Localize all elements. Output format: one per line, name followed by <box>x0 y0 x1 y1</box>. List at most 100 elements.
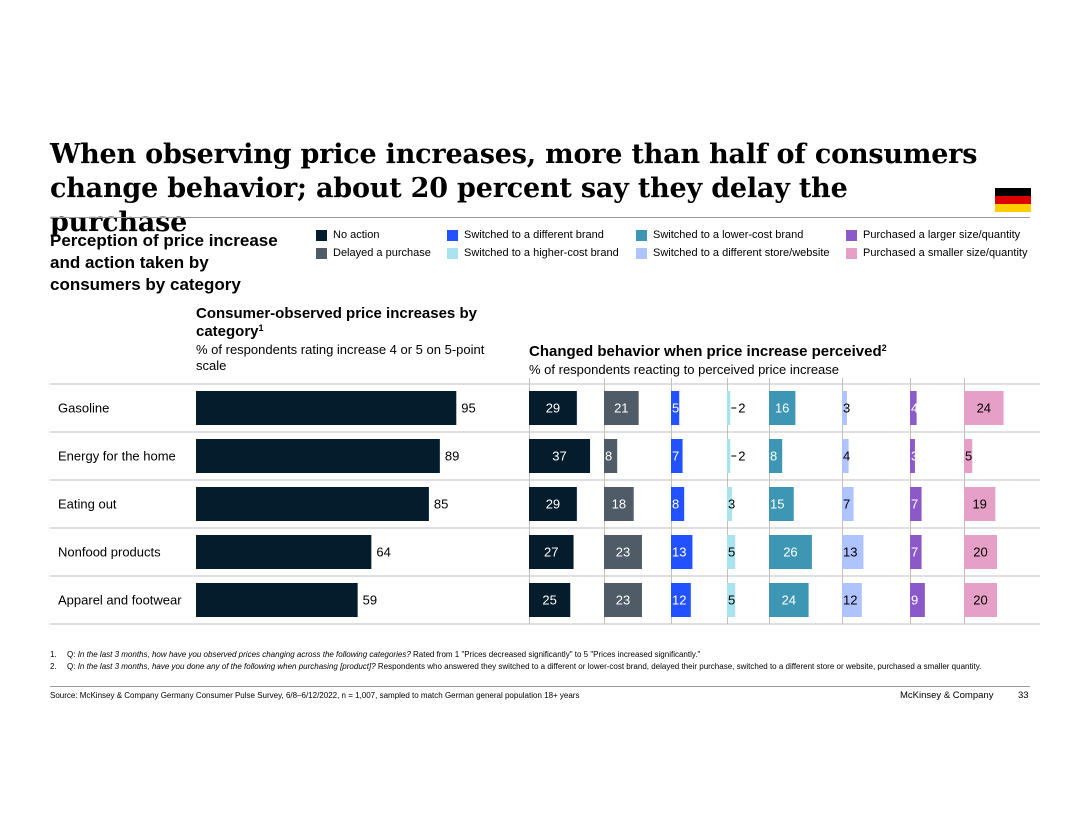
legend-item: Delayed a purchase <box>316 247 431 259</box>
behavior-bar <box>910 439 915 473</box>
behavior-value: 7 <box>911 497 918 512</box>
germany-flag-icon <box>995 188 1031 212</box>
footnote-ref-1: 1 <box>258 323 264 333</box>
behavior-bar <box>604 439 618 473</box>
observed-increase-bar <box>196 583 358 617</box>
behavior-value: 3 <box>843 401 850 416</box>
behavior-bar <box>671 487 685 521</box>
behavior-bar <box>964 583 997 617</box>
footnotes: 1. Q: In the last 3 months, how have you … <box>50 650 1035 673</box>
behavior-value: 29 <box>546 401 560 416</box>
legend-swatch <box>447 247 458 259</box>
category-label: Eating out <box>58 497 117 512</box>
behavior-bar <box>842 391 847 425</box>
legend-swatch <box>316 247 327 259</box>
behavior-bar <box>910 535 922 569</box>
behavior-bar <box>842 439 849 473</box>
behavior-bar <box>727 535 736 569</box>
behavior-value: 5 <box>965 449 972 464</box>
behavior-bar <box>842 487 854 521</box>
category-label: Apparel and footwear <box>58 593 182 608</box>
behavior-value: 2 <box>738 401 745 416</box>
legend-item: Switched to a higher-cost brand <box>447 247 619 259</box>
behavior-value: 20 <box>973 593 987 608</box>
behavior-bar <box>604 583 642 617</box>
category-label: Nonfood products <box>58 545 161 560</box>
behavior-bar <box>769 535 812 569</box>
left-chart-subtitle: % of respondents rating increase 4 or 5 … <box>196 342 485 373</box>
behavior-value: 19 <box>972 497 986 512</box>
legend-swatch <box>846 247 857 259</box>
behavior-bar <box>604 535 642 569</box>
behavior-value: 5 <box>728 545 735 560</box>
footnote-text: Rated from 1 "Prices decreased significa… <box>410 650 701 659</box>
observed-increase-bar <box>196 391 457 425</box>
footnote-text: Respondents who answered they switched t… <box>375 661 982 671</box>
behavior-bar <box>529 487 577 521</box>
category-label: Energy for the home <box>58 449 176 464</box>
flag-stripe-gold <box>995 204 1031 212</box>
behavior-bar <box>964 391 1004 425</box>
footnote-question: In the last 3 months, how have you obser… <box>77 650 411 659</box>
behavior-value: 8 <box>770 449 777 464</box>
behavior-bar <box>727 439 731 473</box>
legend-item: No action <box>316 229 379 241</box>
behavior-bar <box>842 535 864 569</box>
observed-increase-value: 95 <box>461 401 475 416</box>
behavior-value: 37 <box>552 449 566 464</box>
footnote-ref-2: 2 <box>881 343 887 353</box>
behavior-bar <box>910 391 917 425</box>
behavior-value: 15 <box>770 497 784 512</box>
behavior-value: 29 <box>546 497 560 512</box>
behavior-value: 18 <box>612 497 626 512</box>
behavior-value: 24 <box>782 593 796 608</box>
behavior-value: 23 <box>616 593 630 608</box>
left-chart-heading: Consumer-observed price increases by cat… <box>196 305 496 374</box>
legend-label: Switched to a different store/website <box>653 247 830 259</box>
legend-swatch <box>636 247 647 259</box>
behavior-value: 20 <box>973 545 987 560</box>
behavior-value: 5 <box>728 593 735 608</box>
legend-item: Purchased a larger size/quantity <box>846 229 1020 241</box>
behavior-value: 24 <box>977 401 991 416</box>
footer-divider <box>50 686 1030 687</box>
behavior-value: 12 <box>672 593 686 608</box>
behavior-value: 12 <box>843 593 857 608</box>
page-title: When observing price increases, more tha… <box>50 139 978 238</box>
legend-label: Switched to a different brand <box>464 229 604 241</box>
brand-name: McKinsey & Company <box>900 690 994 701</box>
observed-increase-bar <box>196 439 440 473</box>
footnote-2: 2. Q: In the last 3 months, have you done… <box>50 662 1035 673</box>
footnote-question: In the last 3 months, have you done any … <box>77 661 376 671</box>
footnote-number: 2. <box>50 661 57 671</box>
behavior-value: 5 <box>672 401 679 416</box>
behavior-bar <box>769 391 796 425</box>
behavior-bar <box>529 439 591 473</box>
behavior-value: 8 <box>605 449 612 464</box>
behavior-value: 16 <box>775 401 789 416</box>
behavior-value: 2 <box>738 449 745 464</box>
behavior-bar <box>529 535 574 569</box>
footnote-q-label: Q: <box>67 661 76 671</box>
behavior-value: 21 <box>614 401 628 416</box>
behavior-bar <box>964 439 973 473</box>
behavior-value: 9 <box>911 593 918 608</box>
behavior-value: 4 <box>843 449 850 464</box>
flag-stripe-black <box>995 188 1031 196</box>
legend-item: Switched to a lower-cost brand <box>636 229 803 241</box>
behavior-bar <box>727 583 736 617</box>
left-chart-title: Consumer-observed price increases by cat… <box>196 305 477 340</box>
behavior-value: 7 <box>672 449 679 464</box>
behavior-bar <box>964 535 997 569</box>
legend-label: Purchased a smaller size/quantity <box>863 247 1028 259</box>
footnote-1: 1. Q: In the last 3 months, how have you … <box>50 650 1035 661</box>
behavior-bar <box>727 391 731 425</box>
behavior-bar <box>671 439 683 473</box>
behavior-value: 13 <box>843 545 857 560</box>
observed-increase-value: 89 <box>445 449 459 464</box>
right-chart-title: Changed behavior when price increase per… <box>529 343 882 360</box>
behavior-bar <box>671 535 693 569</box>
flag-stripe-red <box>995 196 1031 204</box>
footnote-q-label: Q: <box>67 650 76 659</box>
